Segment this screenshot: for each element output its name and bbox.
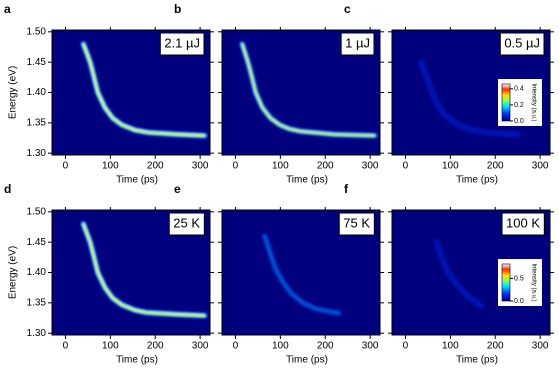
panel: 0 100 200 300 Time (ps) f 100 K 0.0 0.5 Intensity… xyxy=(344,182,554,366)
label-box xyxy=(340,32,375,56)
x-axis-title: Time (ps) xyxy=(456,355,498,366)
x-tick-label: 0 xyxy=(233,341,239,352)
panel: 0 100 200 300 1.30 1.35 1.40 1.45 1.50 Time (ps) E… xyxy=(4,182,214,366)
panel: 0 100 200 300 Time (ps) e 75 K xyxy=(174,182,384,366)
streak xyxy=(433,239,485,309)
panel: 0 100 200 300 Time (ps) c 0.5 µJ 0.0 0.2 0.4 Inten… xyxy=(344,2,554,186)
label-box xyxy=(501,212,545,236)
x-tick-label: 300 xyxy=(532,161,549,172)
label-box xyxy=(168,212,205,236)
x-axis-title: Time (ps) xyxy=(116,355,158,366)
x-axis-title: Time (ps) xyxy=(116,175,158,186)
x-tick-label: 0 xyxy=(233,161,239,172)
x-tick-label: 300 xyxy=(532,341,549,352)
panel-label: 0.5 µJ xyxy=(504,35,540,50)
colorbar-title: Intensity (a.u.) xyxy=(530,83,536,121)
panel: 0 100 200 300 Time (ps) b 1 µJ xyxy=(174,2,384,186)
x-tick-label: 100 xyxy=(102,341,119,352)
panel-label: 1 µJ xyxy=(345,35,370,50)
streak xyxy=(262,234,341,316)
x-tick-label: 100 xyxy=(442,341,459,352)
colorbar xyxy=(501,263,511,302)
y-tick-label: 1.45 xyxy=(27,57,47,68)
y-tick-label: 1.40 xyxy=(27,87,47,98)
label-box xyxy=(338,212,375,236)
y-tick-label: 1.50 xyxy=(27,206,47,217)
x-axis-title: Time (ps) xyxy=(286,355,328,366)
colorbar-tick-label: 0.0 xyxy=(514,298,524,305)
y-axis-title: Energy (eV) xyxy=(8,246,19,299)
panel-label: 2.1 µJ xyxy=(164,35,200,50)
x-axis-title: Time (ps) xyxy=(286,175,328,186)
colorbar-tick-label: 0.0 xyxy=(514,118,524,125)
y-tick-label: 1.50 xyxy=(27,26,47,37)
panel-label: 75 K xyxy=(343,215,370,230)
x-tick-label: 0 xyxy=(403,161,409,172)
colorbar-tick-label: 0.5 xyxy=(514,275,524,282)
panel-letter: d xyxy=(4,182,11,196)
panel-letter: c xyxy=(344,2,351,16)
x-tick-label: 300 xyxy=(362,341,379,352)
x-tick-label: 100 xyxy=(272,341,289,352)
x-tick-label: 200 xyxy=(317,341,334,352)
y-tick-label: 1.35 xyxy=(27,297,47,308)
y-axis-title: Energy (eV) xyxy=(8,66,19,119)
colorbar-tick-label: 0.2 xyxy=(514,102,524,109)
y-tick-label: 1.40 xyxy=(27,267,47,278)
colorbar-title: Intensity (a.u.) xyxy=(530,263,536,301)
x-tick-label: 0 xyxy=(63,161,69,172)
panel-letter: a xyxy=(4,2,11,16)
panel-letter: b xyxy=(174,2,181,16)
streak xyxy=(241,43,375,136)
label-box xyxy=(159,32,205,56)
y-tick-label: 1.30 xyxy=(27,328,47,339)
x-tick-label: 0 xyxy=(63,341,69,352)
x-tick-label: 200 xyxy=(147,341,164,352)
x-tick-label: 100 xyxy=(442,161,459,172)
x-tick-label: 100 xyxy=(102,161,119,172)
colorbar-tick-label: 0.4 xyxy=(514,86,524,93)
streak xyxy=(83,43,205,136)
streak xyxy=(83,223,205,316)
label-box xyxy=(499,32,545,56)
panel-label: 25 K xyxy=(173,215,200,230)
panel-letter: f xyxy=(344,182,349,196)
x-tick-label: 300 xyxy=(192,161,209,172)
x-tick-label: 100 xyxy=(272,161,289,172)
streak xyxy=(418,59,521,138)
panel: 0 100 200 300 1.30 1.35 1.40 1.45 1.50 Time (ps) E… xyxy=(4,2,214,186)
x-tick-label: 0 xyxy=(403,341,409,352)
x-axis-title: Time (ps) xyxy=(456,175,498,186)
colorbar xyxy=(501,83,511,122)
x-tick-label: 300 xyxy=(362,161,379,172)
x-tick-label: 300 xyxy=(192,341,209,352)
y-tick-label: 1.45 xyxy=(27,237,47,248)
panel-label: 100 K xyxy=(506,215,540,230)
x-tick-label: 200 xyxy=(487,161,504,172)
y-tick-label: 1.35 xyxy=(27,117,47,128)
x-tick-label: 200 xyxy=(317,161,334,172)
x-tick-label: 200 xyxy=(487,341,504,352)
panel-letter: e xyxy=(174,182,181,196)
x-tick-label: 200 xyxy=(147,161,164,172)
y-tick-label: 1.30 xyxy=(27,148,47,159)
